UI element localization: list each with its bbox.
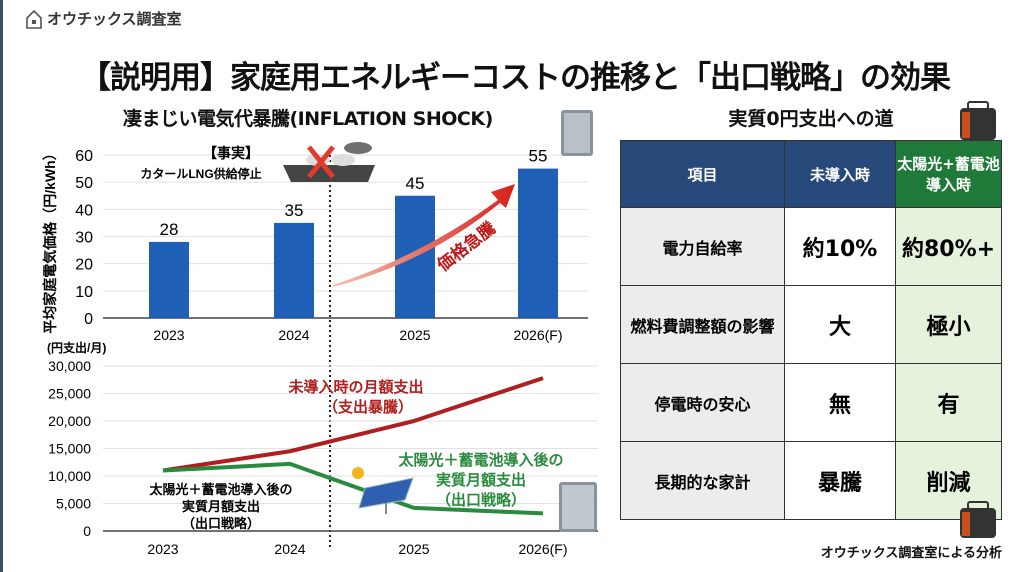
house-icon bbox=[26, 9, 42, 29]
cell-with: 有 bbox=[895, 363, 1002, 442]
series-line-with bbox=[162, 461, 544, 516]
cell-without: 暴騰 bbox=[784, 441, 896, 520]
bar-y-tick: 40 bbox=[75, 202, 93, 219]
left-label-1: 太陽光＋蓄電池導入後の bbox=[148, 482, 292, 497]
table-row: 長期的な家計 暴騰 削減 bbox=[620, 441, 1002, 520]
line-x-tick: 2024 bbox=[274, 541, 305, 557]
bar-x-tick: 2026(F) bbox=[513, 327, 562, 343]
bar-x-tick: 2024 bbox=[278, 327, 309, 343]
row-label: 電力自給率 bbox=[620, 207, 785, 286]
line-y-tick: 5,000 bbox=[56, 496, 91, 512]
left-label-3: （出口戦略） bbox=[182, 516, 260, 531]
header-item: 項目 bbox=[620, 140, 785, 208]
row-label: 停電時の安心 bbox=[620, 363, 785, 442]
row-label: 長期的な家計 bbox=[620, 441, 785, 520]
cell-without: 約10% bbox=[784, 207, 896, 286]
bar-value-label: 55 bbox=[529, 147, 548, 166]
cell-without: 無 bbox=[784, 363, 896, 442]
bar-chart-title: 凄まじい電気代暴騰(INFLATION SHOCK) bbox=[123, 108, 493, 130]
line-x-tick: 2025 bbox=[398, 541, 429, 557]
cell-with: 約80%+ bbox=[895, 207, 1002, 286]
table-header-row: 項目 未導入時 太陽光+蓄電池導入時 bbox=[620, 140, 1002, 208]
bar-value-label: 35 bbox=[285, 201, 304, 220]
bar-y-tick: 20 bbox=[75, 257, 93, 274]
bar bbox=[274, 222, 314, 318]
green-series-label-3: （出口戦略） bbox=[436, 491, 526, 509]
line-y-tick: 10,000 bbox=[48, 468, 91, 484]
page-title: 【説明用】家庭用エネルギーコストの推移と「出口戦略」の効果 bbox=[80, 60, 951, 96]
bar-value-label: 45 bbox=[406, 174, 425, 193]
bar-x-tick: 2025 bbox=[399, 327, 430, 343]
solar-panel-icon bbox=[358, 477, 414, 514]
bar-value-label: 28 bbox=[160, 220, 179, 239]
line-x-tick: 2026(F) bbox=[518, 541, 567, 557]
red-series-label-1: 未導入時の月額支出 bbox=[287, 378, 423, 396]
red-series-label-2: （支出暴騰） bbox=[323, 398, 413, 416]
surge-arrow bbox=[333, 184, 515, 287]
header-with: 太陽光+蓄電池導入時 bbox=[895, 140, 1002, 208]
table-row: 電力自給率 約10% 約80%+ bbox=[620, 207, 1002, 286]
row-label: 燃料費調整額の影響 bbox=[620, 285, 785, 364]
credit: オウチックス調査室による分析 bbox=[820, 546, 1002, 561]
line-y-tick: 15,000 bbox=[48, 441, 91, 457]
comparison-table: 項目 未導入時 太陽光+蓄電池導入時 電力自給率 約10% 約80%+ 燃料費調整額… bbox=[620, 140, 1002, 520]
bar-y-label: 平均家庭電気価格（円/kWh） bbox=[42, 146, 58, 333]
bar-y-tick: 60 bbox=[75, 148, 93, 165]
line-x-tick: 2023 bbox=[147, 541, 178, 557]
bar bbox=[518, 168, 558, 318]
left-label-2: 実質月額支出 bbox=[182, 499, 260, 514]
cell-with: 極小 bbox=[895, 285, 1002, 364]
fact-title: 【事実】 bbox=[203, 145, 259, 161]
bar-y-tick: 30 bbox=[75, 230, 93, 247]
line-y-tick: 0 bbox=[83, 523, 91, 539]
green-series-label-2: 実質月額支出 bbox=[436, 471, 526, 489]
charts: 平均家庭電気価格（円/kWh） 0 10 20 30 40 50 60 28 2023 35 202… bbox=[42, 110, 598, 557]
brand-name: オウチックス調査室 bbox=[47, 10, 182, 28]
bar bbox=[149, 241, 189, 318]
battery-icon bbox=[561, 110, 593, 156]
line-y-label: (円支出/月) bbox=[47, 340, 106, 355]
bar-y-tick: 10 bbox=[75, 284, 93, 301]
bar-y-tick: 0 bbox=[84, 311, 93, 328]
series-line-without bbox=[162, 376, 544, 473]
line-y-tick: 25,000 bbox=[48, 386, 91, 402]
battery-icon bbox=[559, 482, 597, 532]
brand: オウチックス調査室 bbox=[25, 8, 182, 29]
green-series-label-1: 太陽光＋蓄電池導入後の bbox=[398, 451, 563, 469]
line-y-tick: 30,000 bbox=[48, 358, 91, 374]
cross-icon bbox=[307, 145, 335, 179]
cell-without: 大 bbox=[784, 285, 896, 364]
portable-power-station-icon bbox=[960, 501, 996, 538]
bar-y-tick: 50 bbox=[75, 175, 93, 192]
table-row: 燃料費調整額の影響大極小 bbox=[620, 285, 1002, 364]
fact-text: カタールLNG供給停止 bbox=[140, 166, 261, 181]
header-without: 未導入時 bbox=[784, 140, 896, 208]
table-title: 実質0円支出への道 bbox=[728, 108, 894, 130]
cell-with: 削減 bbox=[895, 441, 1002, 520]
sun-icon bbox=[352, 467, 364, 479]
table-row: 停電時の安心無有 bbox=[620, 363, 1002, 442]
portable-power-station-icon bbox=[960, 101, 996, 140]
bar-x-tick: 2023 bbox=[153, 327, 184, 343]
line-y-tick: 20,000 bbox=[48, 413, 91, 429]
